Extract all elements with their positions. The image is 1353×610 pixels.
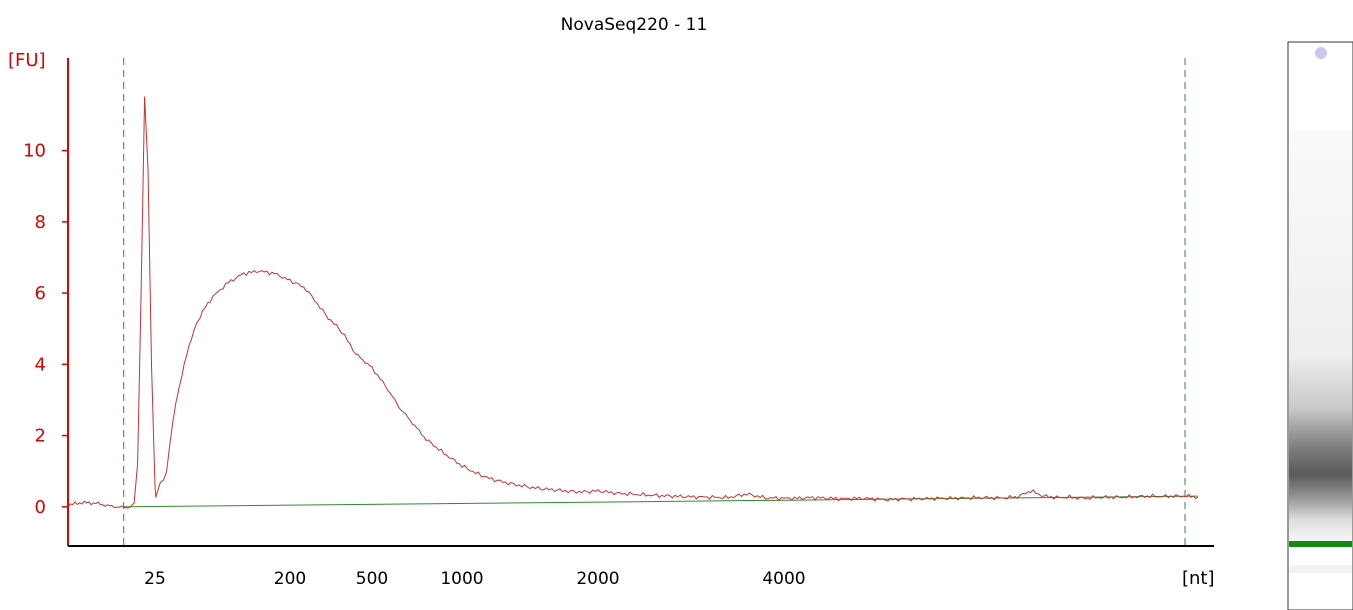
gel-well-dot: [1315, 47, 1327, 59]
y-tick-label: 10: [23, 141, 46, 162]
x-tick-labels: 25 200 500 1000 2000 4000: [144, 569, 805, 589]
y-tick-label: 6: [35, 283, 46, 304]
x-tick-label: 25: [144, 569, 166, 589]
x-tick-label: 1000: [440, 569, 483, 589]
y-tick-label: 8: [35, 212, 46, 233]
gel-lower-marker-band: [1289, 541, 1352, 547]
gel-smear: [1289, 130, 1352, 540]
axes: [62, 58, 1214, 547]
gel-faint-band: [1289, 565, 1352, 573]
x-tick-label: 4000: [762, 569, 805, 589]
y-tick-label: 0: [35, 497, 46, 518]
gel-lane-image: [1287, 41, 1353, 610]
marker-lines: [123, 58, 1186, 546]
chart-title: NovaSeq220 - 11: [561, 15, 708, 35]
x-tick-label: 2000: [576, 569, 619, 589]
y-tick-label: 2: [35, 426, 46, 447]
trace-series-line: [67, 96, 1199, 509]
y-tick-labels: 0 2 4 6 8 10: [23, 141, 46, 518]
y-tick-label: 4: [35, 354, 46, 375]
x-axis-unit-label: [nt]: [1182, 568, 1215, 589]
baseline-series-line: [123, 495, 1199, 508]
y-axis-unit-label: [FU]: [8, 50, 46, 71]
x-tick-label: 500: [356, 569, 388, 589]
series-layer: [67, 96, 1199, 509]
x-tick-label: 200: [274, 569, 306, 589]
